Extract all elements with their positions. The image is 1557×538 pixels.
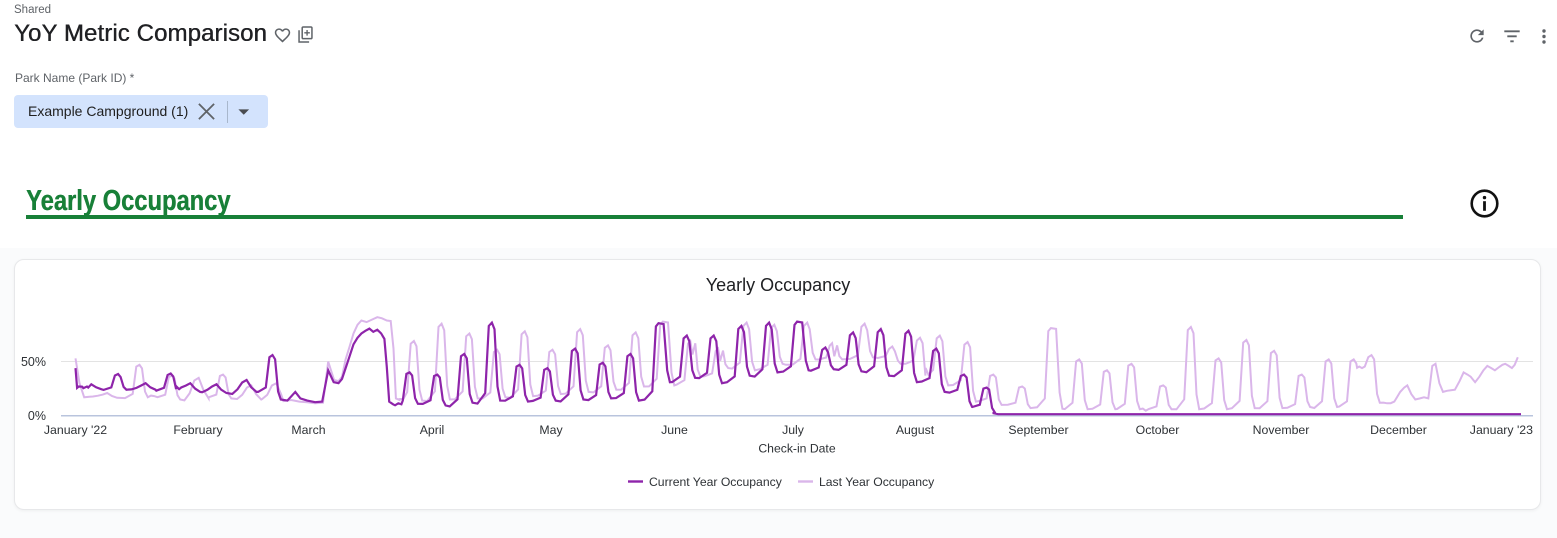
svg-text:April: April [420, 423, 445, 437]
svg-text:December: December [1370, 423, 1427, 437]
svg-text:Check-in Date: Check-in Date [758, 442, 835, 456]
svg-text:May: May [539, 423, 563, 437]
svg-text:August: August [896, 423, 935, 437]
svg-text:January '23: January '23 [1470, 423, 1533, 437]
svg-text:January '22: January '22 [44, 423, 107, 437]
svg-text:February: February [173, 423, 223, 437]
svg-text:Last Year Occupancy: Last Year Occupancy [819, 475, 935, 489]
svg-text:Yearly Occupancy: Yearly Occupancy [706, 275, 850, 295]
svg-text:0%: 0% [28, 409, 46, 423]
svg-text:November: November [1253, 423, 1310, 437]
svg-text:October: October [1136, 423, 1180, 437]
svg-text:June: June [661, 423, 688, 437]
svg-text:50%: 50% [21, 355, 46, 369]
svg-text:July: July [782, 423, 805, 437]
svg-text:September: September [1008, 423, 1068, 437]
svg-text:Current Year Occupancy: Current Year Occupancy [649, 475, 783, 489]
svg-text:March: March [291, 423, 325, 437]
